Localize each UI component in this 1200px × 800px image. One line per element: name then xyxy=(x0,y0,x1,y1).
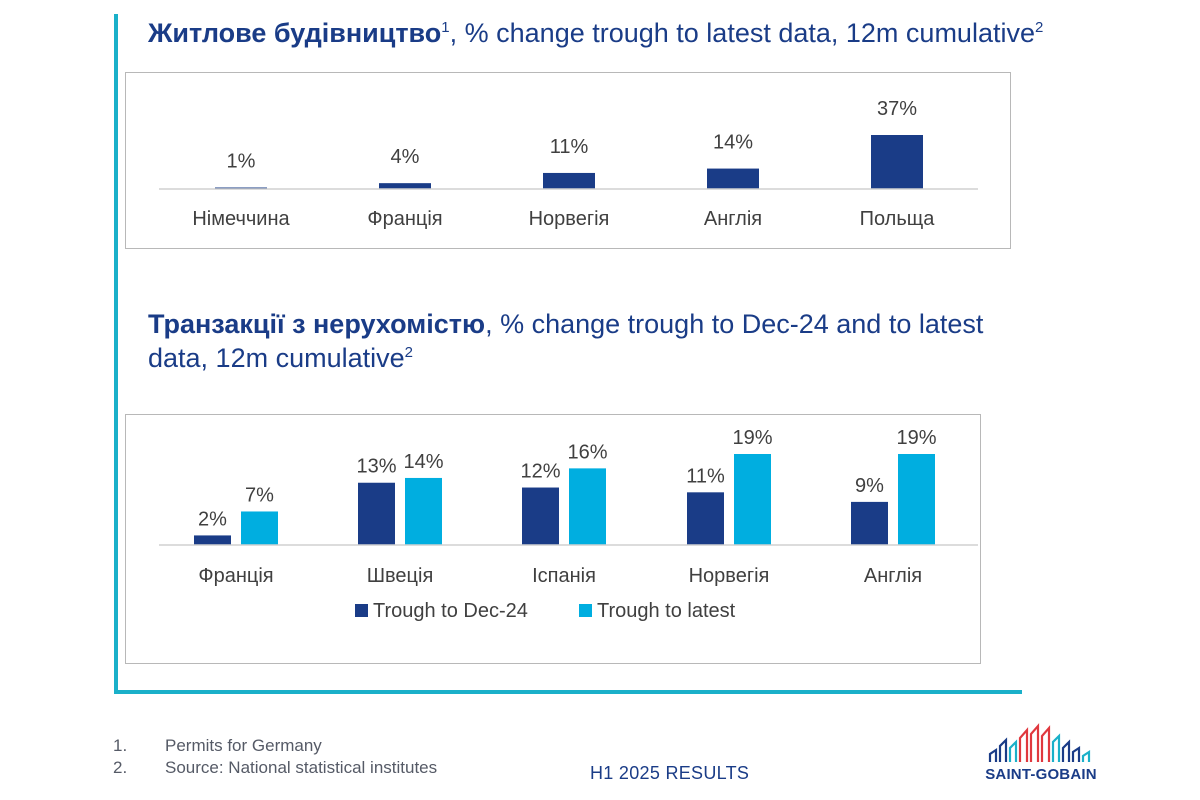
data-label: 2% xyxy=(198,508,227,530)
bar-s1-3 xyxy=(522,487,559,545)
accent-frame-left xyxy=(114,14,118,694)
bar-s2-1 xyxy=(241,511,278,545)
data-label: 1% xyxy=(227,151,256,173)
category-label: Норвегія xyxy=(529,208,610,230)
category-label: Франція xyxy=(198,565,273,587)
transactions-chart: 2% 13% 12% 11% 9% 7% 14% 16% 19% 19% Франція Швеція… xyxy=(125,414,981,664)
bar-3 xyxy=(543,172,595,189)
legend-swatch-2 xyxy=(579,604,592,617)
chart1-title: Житлове будівництво1, % change trough to… xyxy=(148,18,1044,48)
bar-s2-2 xyxy=(405,477,442,545)
accent-frame-bottom xyxy=(114,690,1022,694)
footnote-1: 1. Permits for Germany xyxy=(113,735,437,757)
data-label: 37% xyxy=(877,98,917,120)
bar-s2-5 xyxy=(898,454,935,545)
category-label: Іспанія xyxy=(532,565,596,587)
legend-swatch-1 xyxy=(355,604,368,617)
category-label: Англія xyxy=(704,208,762,230)
category-label: Франція xyxy=(367,208,442,230)
saint-gobain-logo: SAINT-GOBAIN xyxy=(970,722,1112,788)
data-label: 12% xyxy=(520,461,560,483)
housing-chart-svg: 1% Німеччина 4% Франція 11% Норвегія 14% Англія… xyxy=(159,98,978,230)
data-label: 9% xyxy=(855,475,884,497)
category-label: Норвегія xyxy=(689,565,770,587)
category-label: Англія xyxy=(864,565,922,587)
footnote-text: Permits for Germany xyxy=(165,736,322,755)
bar-s2-4 xyxy=(734,454,771,545)
footer-results-label: H1 2025 RESULTS xyxy=(590,763,750,783)
category-label: Швеція xyxy=(367,565,434,587)
footnote-number: 2. xyxy=(113,758,128,777)
bar-5 xyxy=(871,135,923,189)
data-label: 11% xyxy=(686,465,725,487)
bar-s1-4 xyxy=(687,492,724,545)
data-label: 14% xyxy=(713,132,753,154)
legend-label: Trough to latest xyxy=(597,600,736,622)
data-label: 19% xyxy=(896,427,936,449)
logo-text: SAINT-GOBAIN xyxy=(985,766,1097,783)
bar-4 xyxy=(707,168,759,189)
data-label: 7% xyxy=(245,484,274,506)
bar-s1-5 xyxy=(851,501,888,545)
legend-label: Trough to Dec-24 xyxy=(373,600,528,622)
bar-s1-1 xyxy=(194,535,231,545)
data-label: 11% xyxy=(550,136,589,158)
data-label: 14% xyxy=(403,451,443,473)
data-label: 4% xyxy=(391,146,420,168)
transactions-chart-svg: 2% 13% 12% 11% 9% 7% 14% 16% 19% 19% Франція Швеція… xyxy=(159,427,978,622)
footnotes: 1. Permits for Germany 2. Source: Nation… xyxy=(113,735,437,779)
data-label: 13% xyxy=(356,456,396,478)
category-label: Німеччина xyxy=(192,208,290,230)
footnote-2: 2. Source: National statistical institut… xyxy=(113,757,437,779)
housing-chart: 1% Німеччина 4% Франція 11% Норвегія 14% Англія… xyxy=(125,72,1011,249)
bar-2 xyxy=(379,183,431,189)
bar-s1-2 xyxy=(358,482,395,545)
category-label: Польща xyxy=(860,208,936,230)
data-label: 19% xyxy=(732,427,772,449)
data-label: 16% xyxy=(567,441,607,463)
footnote-number: 1. xyxy=(113,736,128,755)
footnote-text: Source: National statistical institutes xyxy=(165,758,438,777)
logo-skyline-icon xyxy=(988,723,1091,762)
chart2-title: Транзакції з нерухомістю, % change troug… xyxy=(148,309,984,373)
bar-s2-3 xyxy=(569,468,606,545)
